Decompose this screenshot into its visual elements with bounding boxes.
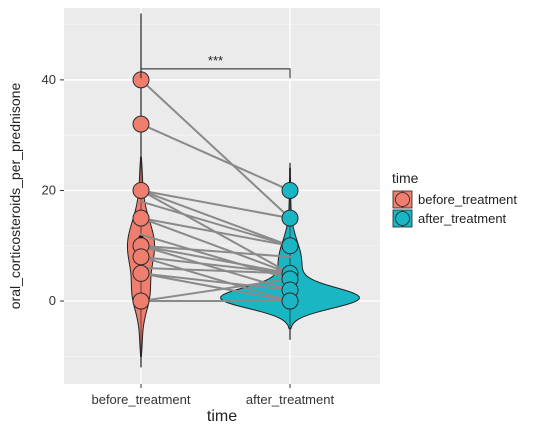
legend-swatch-point bbox=[395, 211, 410, 226]
y-tick-label: 20 bbox=[42, 182, 56, 197]
points-layer bbox=[132, 71, 299, 310]
paired-line bbox=[140, 78, 291, 220]
after-treatment-data-point bbox=[281, 237, 299, 255]
before-treatment-data-point bbox=[132, 264, 150, 282]
axis-layer: 0 20 40 before_treatment after_treatment bbox=[42, 72, 335, 407]
legend-swatch-point bbox=[395, 192, 410, 207]
paired-line bbox=[140, 189, 291, 220]
before-treatment-data-point bbox=[132, 181, 150, 199]
plot-panel-background bbox=[64, 8, 380, 384]
significance-label: *** bbox=[208, 53, 223, 68]
x-tick-label: before_treatment bbox=[91, 392, 190, 407]
x-axis-title: time bbox=[207, 408, 237, 425]
paired-line bbox=[140, 272, 291, 303]
paired-line bbox=[140, 255, 291, 303]
legend-key-before-treatment: before_treatment bbox=[392, 190, 517, 209]
y-tick-label: 40 bbox=[42, 72, 56, 87]
legend-label: after_treatment bbox=[418, 211, 507, 226]
paired-line bbox=[140, 217, 291, 247]
paired-line bbox=[140, 277, 291, 303]
x-tick-label: after_treatment bbox=[246, 392, 335, 407]
paired-line bbox=[140, 272, 291, 291]
before-treatment-data-point bbox=[132, 209, 150, 227]
paired-line bbox=[140, 266, 291, 275]
paired-line bbox=[140, 123, 291, 192]
paired-line bbox=[140, 244, 291, 275]
legend-label: before_treatment bbox=[418, 192, 517, 207]
paired-line bbox=[140, 200, 291, 247]
before-treatment-data-point bbox=[132, 248, 150, 266]
y-axis-title: oral_corticosteroids_per_prednisone bbox=[7, 83, 23, 310]
significance-layer: *** bbox=[140, 53, 291, 79]
before-treatment-data-point bbox=[132, 115, 150, 133]
after-treatment-data-point bbox=[281, 209, 299, 227]
paired-lines-layer bbox=[140, 78, 291, 303]
paired-line bbox=[140, 255, 291, 275]
legend-key-after-treatment: after_treatment bbox=[392, 209, 507, 228]
paired-line bbox=[140, 244, 291, 258]
paired-line bbox=[140, 189, 291, 247]
y-tick-label: 0 bbox=[49, 293, 56, 308]
after-treatment-data-point bbox=[281, 181, 299, 199]
after-treatment-data-point bbox=[281, 292, 299, 310]
before-treatment-data-point bbox=[132, 292, 150, 310]
significance-bracket bbox=[140, 68, 291, 79]
legend: time before_treatment after_treatment bbox=[392, 170, 517, 228]
paired-line bbox=[140, 217, 291, 275]
legend-title: time bbox=[392, 170, 419, 186]
